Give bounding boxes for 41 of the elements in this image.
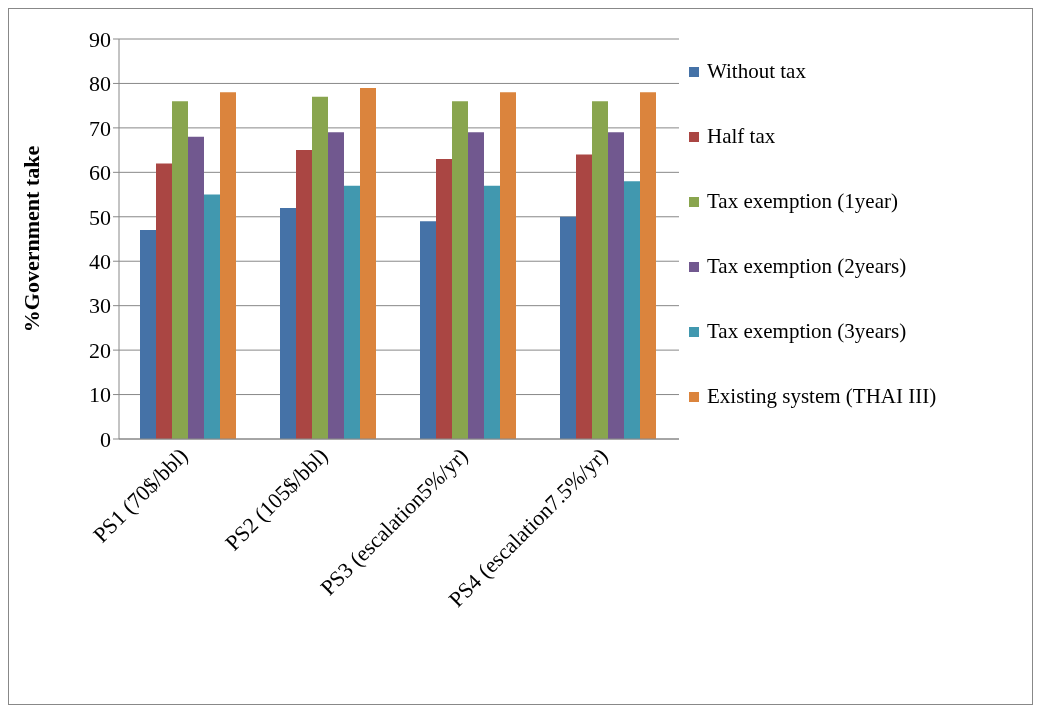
legend-label: Tax exemption (1year) [707,189,898,214]
y-tick-label: 10 [89,382,111,408]
bar [592,101,608,439]
bar [188,136,204,439]
bar [156,163,172,439]
bar [436,159,452,439]
bar [452,101,468,439]
y-tick-label: 40 [89,249,111,275]
bar [576,154,592,439]
bar [312,96,328,439]
legend-label: Without tax [707,59,806,84]
bar [560,216,576,439]
legend-label: Tax exemption (2years) [707,254,907,279]
bar [360,87,376,439]
bar [624,181,640,439]
bar [220,92,236,439]
y-tick-label: 60 [89,160,111,186]
y-tick-label: 80 [89,71,111,97]
bar [204,194,220,439]
legend-label: Existing system (THAI III) [707,384,937,409]
bar [468,132,484,439]
bar [640,92,656,439]
bar [280,207,296,439]
bar [420,221,436,439]
legend-label: Half tax [707,124,776,149]
bar [608,132,624,439]
y-tick-label: 20 [89,337,111,363]
bar [484,185,500,439]
bar [296,150,312,439]
bar [140,230,156,439]
y-tick-label: 50 [89,204,111,230]
y-tick-label: 70 [89,115,111,141]
bar [344,185,360,439]
bar [328,132,344,439]
y-tick-label: 0 [100,426,111,452]
legend-label: Tax exemption (3years) [707,319,907,344]
bar [500,92,516,439]
y-tick-label: 30 [89,293,111,319]
bar [172,101,188,439]
y-tick-label: 90 [89,26,111,52]
y-axis-title: %Government take [18,145,44,333]
